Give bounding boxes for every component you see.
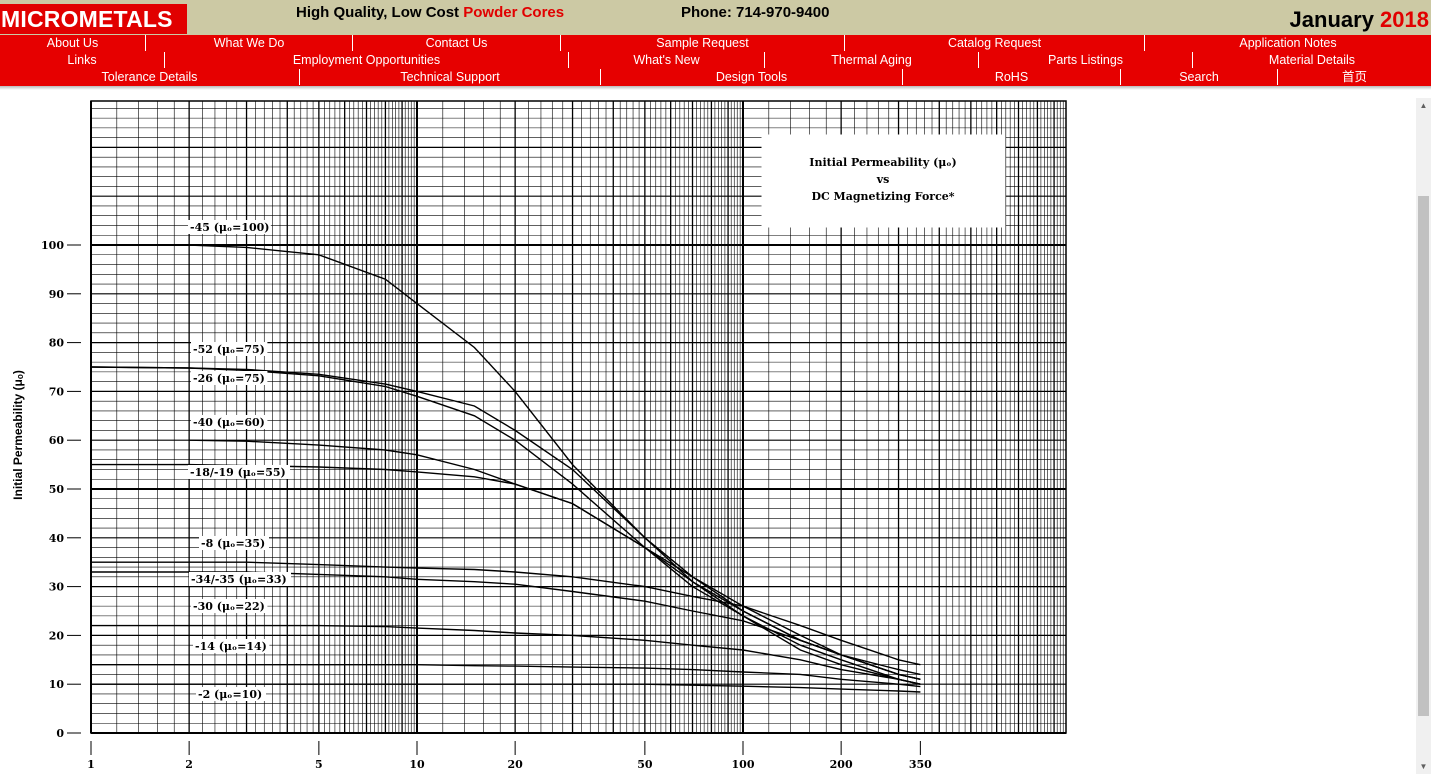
series-label: -30 (μₒ=22) <box>193 600 265 613</box>
nav-design-tools[interactable]: Design Tools <box>601 69 903 85</box>
site-header: MICROMETALS High Quality, Low Cost Powde… <box>0 0 1431 35</box>
nav-whats-new[interactable]: What's New <box>569 52 765 68</box>
series-label-bg <box>196 687 266 701</box>
nav-catalog-request[interactable]: Catalog Request <box>845 35 1145 51</box>
series-label: -34/-35 (μₒ=33) <box>191 573 287 586</box>
chart-title-box: Initial Permeability (μₒ) vs DC Magnetiz… <box>761 134 1006 228</box>
y-tick-label: 60 <box>49 434 65 447</box>
x-tick-label: 5 <box>315 758 323 771</box>
chart-title-line2: vs <box>876 173 890 186</box>
y-tick-label: 10 <box>49 678 65 691</box>
nav-parts-listings[interactable]: Parts Listings <box>979 52 1193 68</box>
nav-about-us[interactable]: About Us <box>0 35 146 51</box>
tagline: High Quality, Low Cost Powder Cores <box>296 4 564 21</box>
nav-row-2: Links Employment Opportunities What's Ne… <box>0 52 1431 69</box>
series-label-bg <box>199 536 269 550</box>
x-tick-label: 10 <box>409 758 425 771</box>
y-tick-label: 40 <box>49 532 65 545</box>
series-labels: -45 (μₒ=100) -52 (μₒ=75) -26 (μₒ=75) -40 (μ… <box>188 220 291 701</box>
x-tick-label: 200 <box>830 758 853 771</box>
series-label-bg <box>188 465 290 479</box>
chart-title-line1: Initial Permeability (μₒ) <box>809 156 956 169</box>
series-line <box>91 624 921 685</box>
nav-row-3: Tolerance Details Technical Support Desi… <box>0 69 1431 86</box>
series-label: -8 (μₒ=35) <box>201 537 265 550</box>
date-year: 2018 <box>1380 7 1429 32</box>
nav-material-details[interactable]: Material Details <box>1268 53 1356 67</box>
series-label: -40 (μₒ=60) <box>193 416 265 429</box>
y-tick-label: 20 <box>49 629 65 642</box>
phone-number: Phone: 714-970-9400 <box>681 4 830 21</box>
series-label-bg <box>193 639 270 653</box>
issue-date: January 2018 <box>1290 7 1429 33</box>
x-tick-label: 350 <box>909 758 932 771</box>
x-tick-label: 1 <box>87 758 95 771</box>
y-tick-label: 100 <box>41 239 64 252</box>
header-shadow <box>0 86 1431 90</box>
series-label-bg <box>191 371 268 385</box>
x-tick-label: 20 <box>507 758 523 771</box>
series-label-bg <box>191 342 268 356</box>
series-line <box>90 366 921 685</box>
nav-home[interactable]: 首页 <box>1341 70 1367 84</box>
nav-tolerance-details[interactable]: Tolerance Details <box>0 69 300 85</box>
nav-links[interactable]: Links <box>0 52 165 68</box>
nav-what-we-do[interactable]: What We Do <box>146 35 353 51</box>
series-label: -18/-19 (μₒ=55) <box>190 466 286 479</box>
series-label: -2 (μₒ=10) <box>198 688 262 701</box>
y-tick-label: 0 <box>56 727 64 740</box>
series-lines <box>90 244 921 693</box>
nav-sample-request[interactable]: Sample Request <box>561 35 845 51</box>
tagline-text: High Quality, Low Cost <box>296 4 464 21</box>
y-tick-label: 50 <box>49 483 65 496</box>
x-tick-label: 50 <box>637 758 653 771</box>
nav-application-notes[interactable]: Application Notes <box>1239 36 1337 50</box>
series-label-bg <box>191 599 268 613</box>
series-label-bg <box>188 220 271 234</box>
x-axis: 1 2 5 10 20 50 100 200 350 <box>87 741 932 771</box>
series-line <box>91 561 921 666</box>
scrollbar-thumb[interactable] <box>1418 196 1429 716</box>
series-label-bg <box>191 415 268 429</box>
nav-search[interactable]: Search <box>1121 69 1278 85</box>
nav-employment[interactable]: Employment Opportunities <box>165 52 569 68</box>
series-label: -45 (μₒ=100) <box>190 221 269 234</box>
y-tick-label: 70 <box>49 385 65 398</box>
x-tick-label: 100 <box>732 758 755 771</box>
y-axis-label: Initial Permeability (μₒ) <box>11 370 25 500</box>
nav-thermal-aging[interactable]: Thermal Aging <box>765 52 979 68</box>
y-axis: 0 10 20 30 40 50 60 70 80 90 100 <box>41 239 81 740</box>
triangle-down-icon[interactable]: ▼ <box>1419 762 1428 771</box>
permeability-chart: 0 10 20 30 40 50 60 70 80 90 100 1 2 5 10 20 50 100 200 35… <box>11 100 1067 771</box>
series-label-bg <box>189 572 291 586</box>
scrollbar[interactable]: ▲ ▼ <box>1416 98 1431 774</box>
series-label: -52 (μₒ=75) <box>193 343 265 356</box>
series-line <box>189 244 921 685</box>
nav-contact-us[interactable]: Contact Us <box>353 35 561 51</box>
series-line <box>91 664 921 688</box>
site-logo[interactable]: MICROMETALS <box>0 4 187 34</box>
tagline-highlight: Powder Cores <box>463 4 565 21</box>
y-tick-label: 30 <box>49 581 65 594</box>
nav-rohs[interactable]: RoHS <box>903 69 1121 85</box>
chart-title-line3: DC Magnetizing Force* <box>811 190 954 203</box>
date-month: January <box>1289 7 1381 32</box>
series-label: -26 (μₒ=75) <box>193 372 265 385</box>
x-tick-label: 2 <box>185 758 193 771</box>
series-label: -14 (μₒ=14) <box>195 640 267 653</box>
nav-technical-support[interactable]: Technical Support <box>300 69 601 85</box>
y-tick-label: 90 <box>49 288 65 301</box>
triangle-up-icon[interactable]: ▲ <box>1419 101 1428 110</box>
nav-row-1: About Us What We Do Contact Us Sample Re… <box>0 35 1431 52</box>
y-tick-label: 80 <box>49 337 65 350</box>
series-line <box>91 683 921 693</box>
